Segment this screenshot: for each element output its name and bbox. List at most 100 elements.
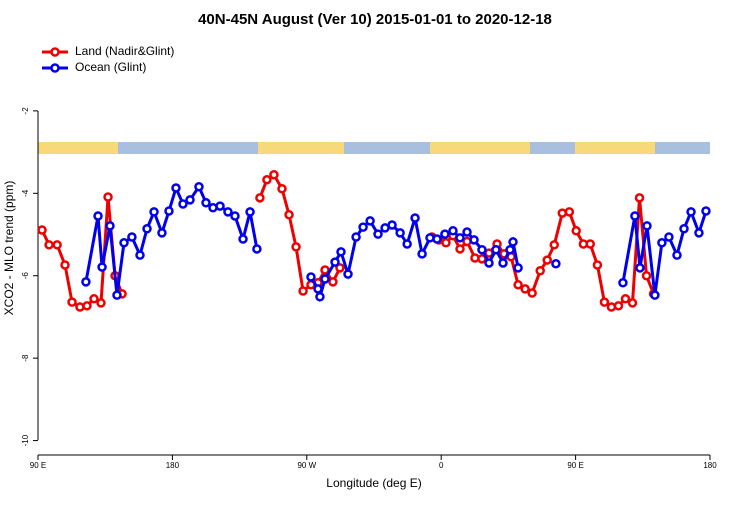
data-point xyxy=(105,221,115,231)
data-point xyxy=(171,183,181,193)
data-point xyxy=(335,263,345,273)
y-tick-label: -2 xyxy=(21,107,30,115)
data-point xyxy=(455,244,465,254)
data-point xyxy=(284,209,294,220)
data-point xyxy=(542,255,552,265)
data-point xyxy=(269,170,279,180)
data-point xyxy=(277,184,287,194)
data-point xyxy=(535,266,545,276)
data-point xyxy=(642,221,652,231)
data-point xyxy=(223,207,233,217)
data-point xyxy=(96,298,106,308)
data-point xyxy=(630,211,640,221)
data-point xyxy=(469,235,479,245)
data-point xyxy=(455,233,465,243)
data-point xyxy=(564,207,575,217)
data-point xyxy=(402,239,412,249)
data-point xyxy=(387,220,397,230)
data-point xyxy=(157,228,167,238)
data-point xyxy=(82,301,92,311)
land-ocean-strip xyxy=(38,142,710,154)
data-point xyxy=(320,274,330,284)
data-point xyxy=(313,284,323,294)
data-point xyxy=(701,206,711,216)
data-point xyxy=(252,244,262,254)
data-point xyxy=(298,286,308,296)
data-point xyxy=(291,242,301,252)
data-point xyxy=(60,260,70,270)
data-point xyxy=(679,223,689,234)
data-point xyxy=(112,290,122,300)
data-point xyxy=(448,226,458,236)
data-point xyxy=(635,263,645,273)
data-point xyxy=(520,284,530,294)
data-point xyxy=(255,193,265,203)
data-point xyxy=(245,207,255,217)
data-point xyxy=(551,259,561,269)
legend-marker xyxy=(50,47,60,57)
data-point xyxy=(343,269,353,279)
x-tick-label: 180 xyxy=(166,461,180,470)
data-point xyxy=(477,245,487,255)
data-point xyxy=(201,198,211,208)
data-point xyxy=(694,228,704,238)
data-point xyxy=(320,265,330,275)
x-tick-label: 0 xyxy=(439,461,444,470)
data-point xyxy=(571,226,581,236)
data-point xyxy=(315,291,325,302)
data-point xyxy=(627,298,638,308)
data-point xyxy=(641,270,652,281)
data-point xyxy=(306,272,316,282)
data-point xyxy=(52,240,62,250)
data-point xyxy=(194,181,204,192)
data-point xyxy=(484,248,494,258)
x-tick-label: 90 E xyxy=(30,461,46,470)
data-point xyxy=(119,238,129,248)
legend-label: Land (Nadir&Glint) xyxy=(75,44,174,58)
data-point xyxy=(672,250,682,260)
data-point xyxy=(686,207,696,217)
y-axis-label: XCO2 - MLO trend (ppm) xyxy=(2,181,16,316)
data-point xyxy=(97,262,107,272)
data-point xyxy=(328,277,338,287)
data-point xyxy=(164,206,174,216)
data-point xyxy=(135,250,145,260)
data-point xyxy=(440,229,450,239)
data-point xyxy=(185,195,195,205)
data-point xyxy=(351,232,361,242)
y-tick-label: -4 xyxy=(21,189,30,197)
data-point xyxy=(67,297,77,307)
data-point xyxy=(373,229,383,239)
legend-marker xyxy=(50,63,60,73)
data-point xyxy=(657,238,667,248)
x-tick-label: 90 W xyxy=(297,461,316,470)
data-point xyxy=(336,247,346,257)
data-point xyxy=(491,245,501,255)
data-point xyxy=(527,288,537,298)
data-point xyxy=(634,193,645,203)
data-point xyxy=(618,277,628,288)
data-point xyxy=(103,192,113,202)
data-point xyxy=(599,297,610,307)
data-point xyxy=(262,174,272,185)
data-point xyxy=(484,258,494,268)
data-point xyxy=(178,199,188,209)
y-tick-label: -8 xyxy=(21,354,30,362)
legend-label: Ocean (Glint) xyxy=(75,60,146,74)
data-point xyxy=(592,260,603,270)
data-point xyxy=(505,245,515,255)
data-point xyxy=(149,207,159,217)
data-point xyxy=(215,201,225,211)
chart-title: 40N-45N August (Ver 10) 2015-01-01 to 20… xyxy=(198,11,552,28)
data-point xyxy=(81,277,91,287)
data-point xyxy=(330,257,340,267)
data-point xyxy=(462,227,472,237)
data-point xyxy=(441,238,451,248)
data-point xyxy=(613,301,624,311)
data-point xyxy=(513,263,523,273)
data-point xyxy=(508,237,518,247)
data-point xyxy=(93,211,103,221)
x-axis-label: Longitude (deg E) xyxy=(326,476,421,490)
data-point xyxy=(37,225,47,235)
